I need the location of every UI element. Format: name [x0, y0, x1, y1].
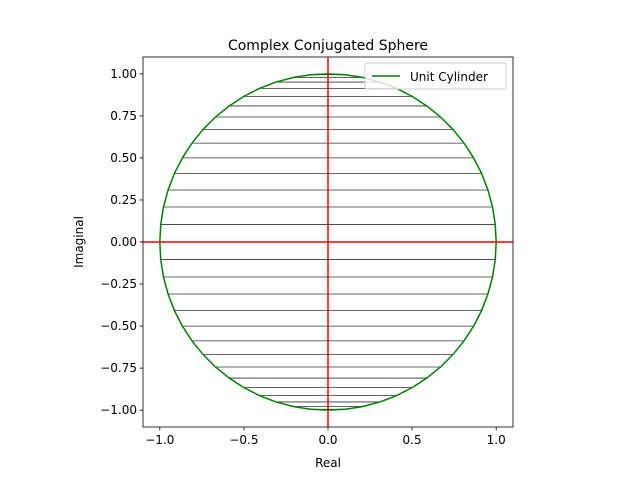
plot-area	[142, 56, 514, 428]
y-tick-label: 1.00	[110, 67, 137, 81]
x-axis-label: Real	[315, 456, 341, 470]
y-axis-label: Imaginal	[72, 216, 86, 268]
y-tick-label: 0.50	[110, 151, 137, 165]
y-tick-label: −0.75	[100, 361, 137, 375]
legend-label-unit-cylinder: Unit Cylinder	[410, 70, 488, 84]
y-tick-label: −0.25	[100, 277, 137, 291]
y-axis: −1.00 −0.75 −0.50 −0.25 0.00 0.25 0.50 0.75 1.00	[100, 67, 143, 417]
y-tick-label: 0.00	[110, 235, 137, 249]
legend: Unit Cylinder	[364, 62, 507, 90]
legend-box	[364, 62, 507, 90]
x-axis: −1.0 −0.5 0.0 0.5 1.0	[145, 427, 506, 447]
x-tick-label: 0.5	[403, 433, 422, 447]
x-tick-label: −1.0	[145, 433, 174, 447]
x-tick-label: 0.0	[318, 433, 337, 447]
y-tick-label: −0.50	[100, 319, 137, 333]
x-tick-label: 1.0	[487, 433, 506, 447]
x-tick-label: −0.5	[229, 433, 258, 447]
y-tick-label: 0.75	[110, 109, 137, 123]
y-tick-label: −1.00	[100, 403, 137, 417]
y-tick-label: 0.25	[110, 193, 137, 207]
chart-title: Complex Conjugated Sphere	[228, 38, 428, 54]
